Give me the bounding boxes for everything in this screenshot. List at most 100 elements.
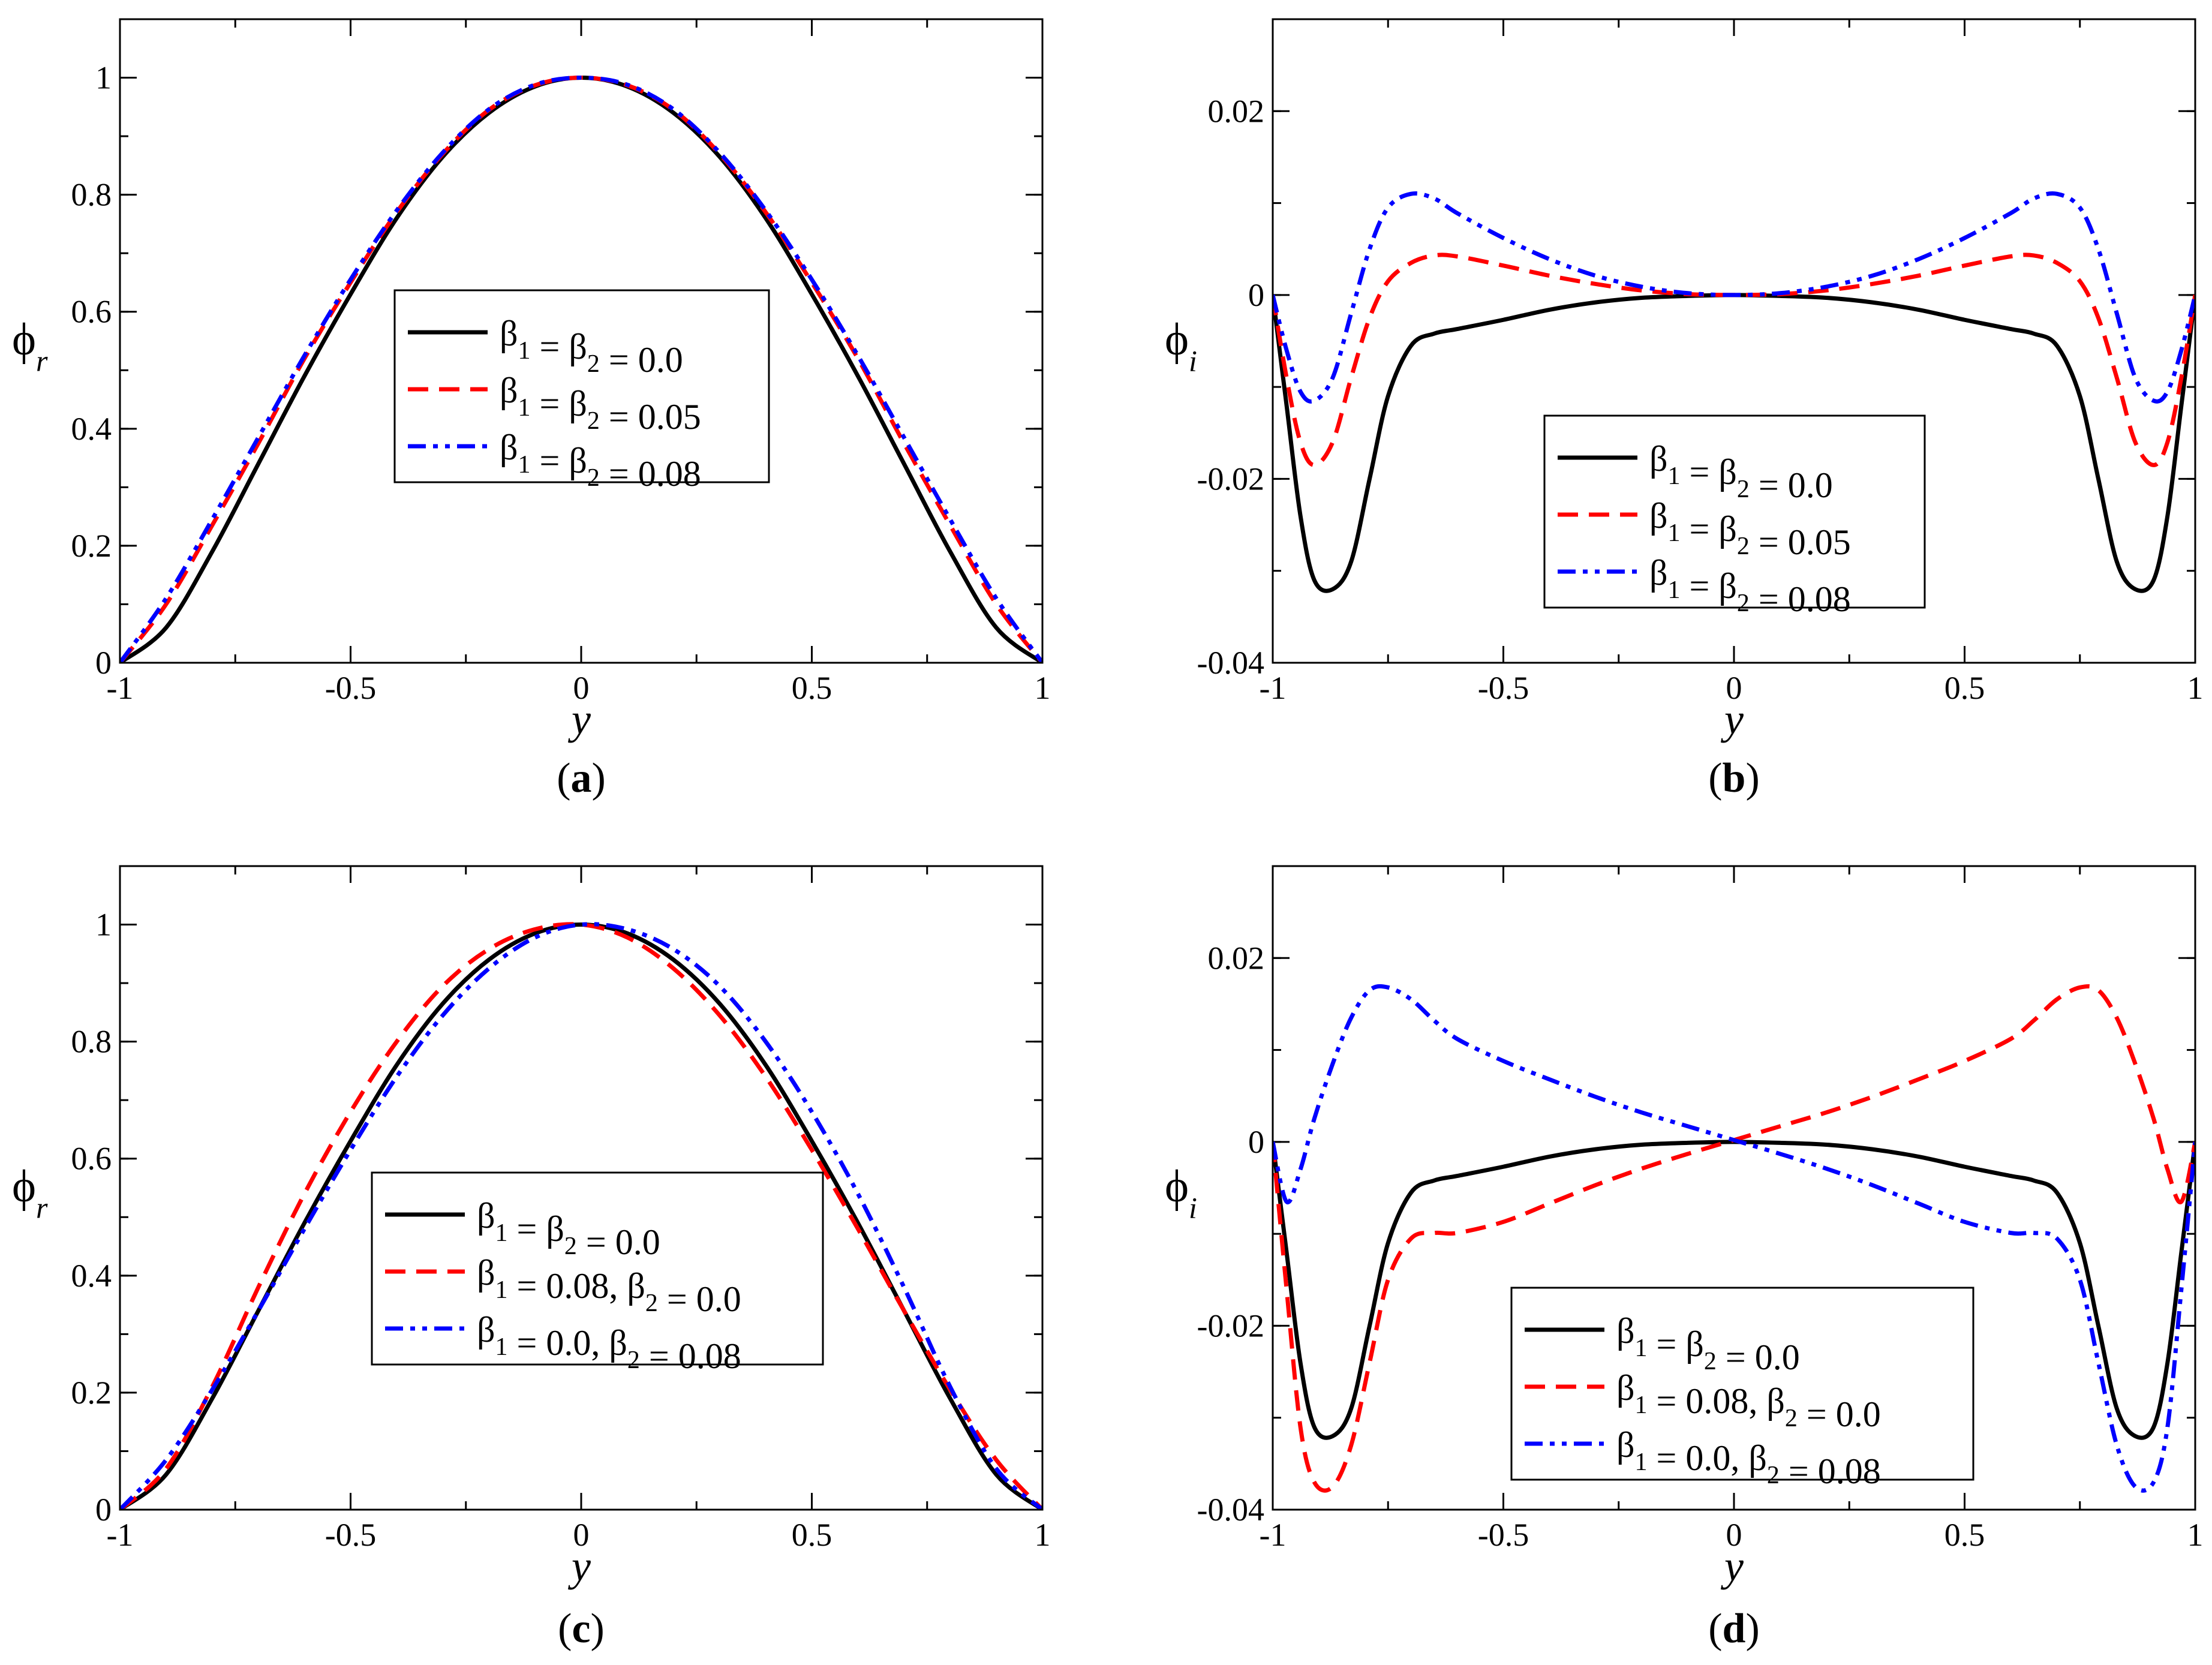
legend-text-part: = 0.08, β: [1648, 1381, 1785, 1421]
legend-text-part: = 0.0, β: [508, 1323, 627, 1363]
legend-subscript: 2: [587, 407, 600, 435]
legend-text-part: = β: [1681, 509, 1737, 549]
y-tick-label: -0.04: [1197, 1492, 1264, 1528]
x-tick-label: 0: [573, 670, 590, 706]
y-axis-label-subscript: i: [1189, 1191, 1197, 1225]
legend-text-part: = 0.0: [1717, 1338, 1800, 1377]
y-tick-label: 0: [95, 645, 112, 681]
legend-label-2: β1 = β2 = 0.05: [500, 371, 701, 437]
legend-box: [1543, 414, 1926, 609]
legend-text-part: = 0.0: [1750, 465, 1833, 505]
y-axis-label-subscript: i: [1189, 344, 1197, 378]
legend-subscript: 1: [1668, 462, 1681, 490]
legend-subscript: 2: [587, 350, 600, 378]
x-tick-label: -0.5: [325, 670, 376, 706]
series-group: [120, 76, 1042, 663]
legend-text-part: β: [500, 428, 518, 467]
legend-subscript: 1: [495, 1219, 508, 1247]
legend-text-part: = β: [531, 384, 587, 423]
panel-caption: (b): [1708, 755, 1760, 801]
legend-text-part: = β: [531, 327, 587, 366]
legend-subscript: 1: [1635, 1391, 1648, 1419]
series-group: [1273, 191, 2195, 593]
legend-label-1: β1 = β2 = 0.0: [1616, 1311, 1800, 1377]
panel-caption: (a): [557, 755, 606, 801]
y-tick-label: 0.8: [71, 1024, 112, 1060]
y-tick-label: -0.02: [1197, 1308, 1264, 1344]
x-tick-label: -0.5: [325, 1517, 376, 1553]
y-tick-label: 1: [95, 60, 112, 96]
y-tick-label: 0: [1248, 277, 1264, 313]
x-tick-label: 1: [2187, 1517, 2204, 1553]
x-tick-label: 0.5: [1944, 670, 1985, 706]
caption-open-paren: (: [1708, 1606, 1722, 1652]
x-tick-label: 0: [1726, 1517, 1742, 1553]
legend-label-3: β1 = β2 = 0.08: [1649, 553, 1851, 619]
legend-box: [1510, 1287, 1974, 1481]
legend-subscript: 1: [1635, 1448, 1648, 1476]
legend-text-part: = 0.08: [1780, 1451, 1881, 1491]
legend-subscript: 2: [1737, 476, 1750, 503]
y-axis-label-subscript: r: [36, 344, 48, 378]
legend-box: [393, 289, 770, 483]
y-tick-label: 0.8: [71, 177, 112, 213]
legend-text-part: = 0.0, β: [1648, 1438, 1767, 1478]
x-tick-label: 0.5: [792, 670, 832, 706]
legend-subscript: 2: [645, 1290, 658, 1317]
y-tick-label: 0: [1248, 1124, 1264, 1160]
legend-subscript: 1: [495, 1276, 508, 1304]
y-tick-label: 0.2: [71, 528, 112, 564]
caption-close-paren: ): [1745, 755, 1759, 801]
legend-label-1: β1 = β2 = 0.0: [1649, 439, 1833, 505]
legend-text-part: β: [1616, 1425, 1635, 1465]
x-tick-label: 0: [1726, 670, 1742, 706]
legend-text-part: = β: [1648, 1324, 1704, 1364]
x-tick-label: -0.5: [1478, 670, 1529, 706]
y-tick-label: 0.02: [1208, 93, 1265, 129]
legend-subscript: 2: [564, 1233, 577, 1260]
series-group: [1273, 984, 2195, 1493]
x-tick-label: 0.5: [1944, 1517, 1985, 1553]
legend-text-part: = β: [1681, 566, 1737, 606]
y-tick-label: 0.02: [1208, 940, 1265, 976]
y-tick-label: 1: [95, 907, 112, 943]
caption-letter: d: [1723, 1606, 1746, 1652]
y-tick-label: 0.4: [71, 411, 112, 447]
y-tick-label: 0.6: [71, 294, 112, 330]
y-axis-label: ϕr: [12, 1161, 48, 1225]
caption-open-paren: (: [557, 755, 570, 801]
legend-text-part: = 0.08, β: [508, 1266, 645, 1306]
legend-text-part: β: [477, 1196, 495, 1236]
legend-subscript: 1: [1635, 1335, 1648, 1362]
series-line-a-3: [120, 76, 1042, 663]
y-axis-label-subscript: r: [36, 1191, 48, 1225]
x-tick-label: -1: [107, 670, 134, 706]
y-tick-label: 0.4: [71, 1258, 112, 1294]
series-line-d-2: [1273, 984, 2195, 1493]
series-line-b-3: [1273, 191, 2195, 404]
y-tick-label: 0: [95, 1492, 112, 1528]
legend-subscript: 1: [495, 1333, 508, 1361]
caption-close-paren: ): [592, 755, 606, 801]
legend-label-1: β1 = β2 = 0.0: [500, 314, 683, 380]
series-line-d-3: [1273, 984, 2195, 1493]
x-tick-label: 1: [2187, 670, 2204, 706]
panel-caption: (c): [558, 1606, 605, 1652]
legend-text-part: = 0.08: [600, 454, 701, 494]
legend-text-part: β: [1649, 553, 1668, 593]
caption-open-paren: (: [558, 1606, 572, 1652]
legend-subscript: 2: [627, 1347, 640, 1374]
caption-letter: a: [571, 755, 592, 801]
x-tick-label: 0.5: [792, 1517, 832, 1553]
legend-text-part: = β: [1681, 452, 1737, 492]
legend-text-part: = 0.0: [658, 1279, 741, 1319]
legend-label-2: β1 = 0.08, β2 = 0.0: [477, 1253, 741, 1319]
legend-subscript: 2: [1704, 1348, 1717, 1375]
legend-text-part: β: [1649, 439, 1668, 479]
legend: β1 = β2 = 0.0β1 = 0.08, β2 = 0.0β1 = 0.0…: [371, 1171, 824, 1376]
